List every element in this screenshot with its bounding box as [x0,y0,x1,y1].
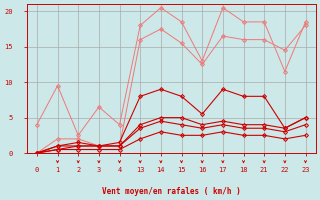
X-axis label: Vent moyen/en rafales ( km/h ): Vent moyen/en rafales ( km/h ) [102,187,241,196]
